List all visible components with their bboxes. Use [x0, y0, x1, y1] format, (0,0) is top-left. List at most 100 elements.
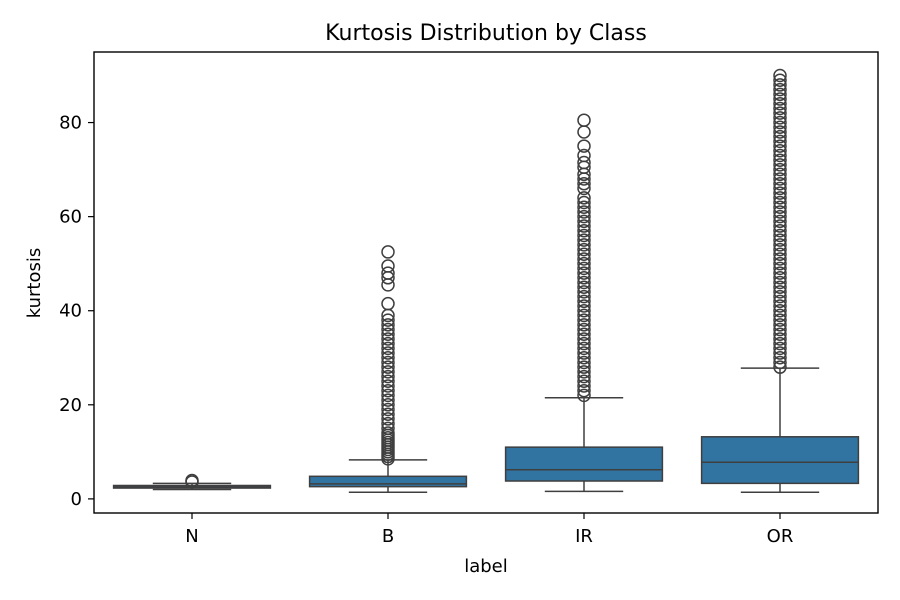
outlier-point [577, 313, 591, 327]
outlier-point [773, 191, 787, 205]
outlier-point [381, 407, 395, 421]
box-group-or [700, 68, 860, 494]
outlier-point [773, 139, 787, 153]
outlier-point [773, 228, 787, 243]
outlier-point [577, 256, 591, 271]
plot-frame [93, 51, 879, 514]
outlier-point [577, 303, 591, 318]
outlier-point [381, 327, 395, 341]
outlier-point [773, 158, 787, 172]
outlier-point [773, 261, 787, 276]
outlier-point [381, 318, 395, 332]
y-tick-label: 80 [59, 113, 82, 134]
outlier-point [577, 388, 591, 403]
outlier-point [577, 332, 591, 346]
outlier-point [577, 346, 591, 360]
box-iqr [700, 436, 860, 485]
outlier-point [773, 101, 787, 116]
outlier-point [577, 285, 591, 299]
outlier-point [773, 172, 787, 186]
outlier-point [773, 271, 787, 285]
outlier-point [185, 473, 199, 488]
x-tick-label: IR [575, 526, 593, 547]
outlier-point [577, 266, 591, 280]
outlier-point [773, 341, 787, 356]
outlier-point [773, 327, 787, 341]
outlier-point [381, 365, 395, 379]
outlier-point [381, 296, 395, 311]
outlier-point [577, 280, 591, 294]
outlier-point [381, 355, 395, 370]
y-tick-label: 20 [59, 395, 82, 416]
outlier-point [577, 238, 591, 252]
outlier-point [773, 289, 787, 304]
outlier-point [773, 195, 787, 210]
outlier-point [773, 144, 787, 158]
outlier-point [773, 186, 787, 200]
outlier-point [773, 115, 787, 130]
outlier-point [577, 275, 591, 290]
outlier-point [577, 271, 591, 285]
outlier-point [773, 129, 787, 144]
outlier-point [381, 412, 395, 426]
outlier-point [577, 379, 591, 393]
outlier-point [577, 299, 591, 313]
outlier-point [773, 200, 787, 214]
outlier-point [577, 318, 591, 332]
chart-title: Kurtosis Distribution by Class [325, 21, 647, 46]
outlier-point [773, 111, 787, 125]
outlier-point [577, 113, 591, 127]
outlier-point [773, 224, 787, 238]
outlier-point [773, 308, 787, 323]
outlier-point [773, 242, 787, 257]
outlier-point [381, 379, 395, 393]
outlier-point [773, 176, 787, 191]
outlier-point [773, 247, 787, 262]
outlier-point [381, 416, 395, 431]
outlier-point [773, 332, 787, 346]
outlier-point [381, 313, 395, 327]
outlier-point [381, 259, 395, 273]
y-tick-label: 40 [59, 301, 82, 322]
outlier-point [577, 224, 591, 238]
outlier-point [773, 153, 787, 167]
outlier-point [773, 125, 787, 139]
outlier-point [577, 383, 591, 398]
outlier-point [577, 308, 591, 323]
outlier-point [773, 351, 787, 365]
outlier-point [773, 238, 787, 252]
box-group-ir [504, 113, 664, 493]
y-axis-label: kurtosis [24, 248, 45, 319]
outlier-point [577, 351, 591, 365]
outlier-point [773, 285, 787, 299]
outlier-point [381, 426, 395, 440]
outlier-point [773, 106, 787, 120]
outlier-point [773, 275, 787, 290]
outlier-point [577, 205, 591, 219]
outlier-point [577, 355, 591, 370]
outlier-point [773, 303, 787, 318]
outlier-point [577, 341, 591, 356]
outlier-point [773, 266, 787, 280]
outlier-point [577, 369, 591, 384]
outlier-point [577, 219, 591, 233]
outlier-point [577, 242, 591, 257]
outlier-point [773, 120, 787, 135]
outlier-point [773, 68, 787, 83]
outlier-point [773, 256, 787, 271]
outlier-point [773, 162, 787, 177]
outlier-point [773, 346, 787, 360]
outlier-point [773, 205, 787, 219]
x-tick-label: N [185, 526, 198, 547]
x-tick-label: OR [767, 526, 794, 547]
outlier-point [381, 346, 395, 360]
outlier-point [773, 181, 787, 196]
x-ticks: N B IR OR [185, 513, 793, 547]
outlier-point [577, 233, 591, 247]
outlier-point [577, 374, 591, 389]
outlier-point [577, 294, 591, 309]
box-iqr [504, 446, 664, 482]
outlier-point [381, 245, 395, 259]
outlier-point [381, 383, 395, 398]
